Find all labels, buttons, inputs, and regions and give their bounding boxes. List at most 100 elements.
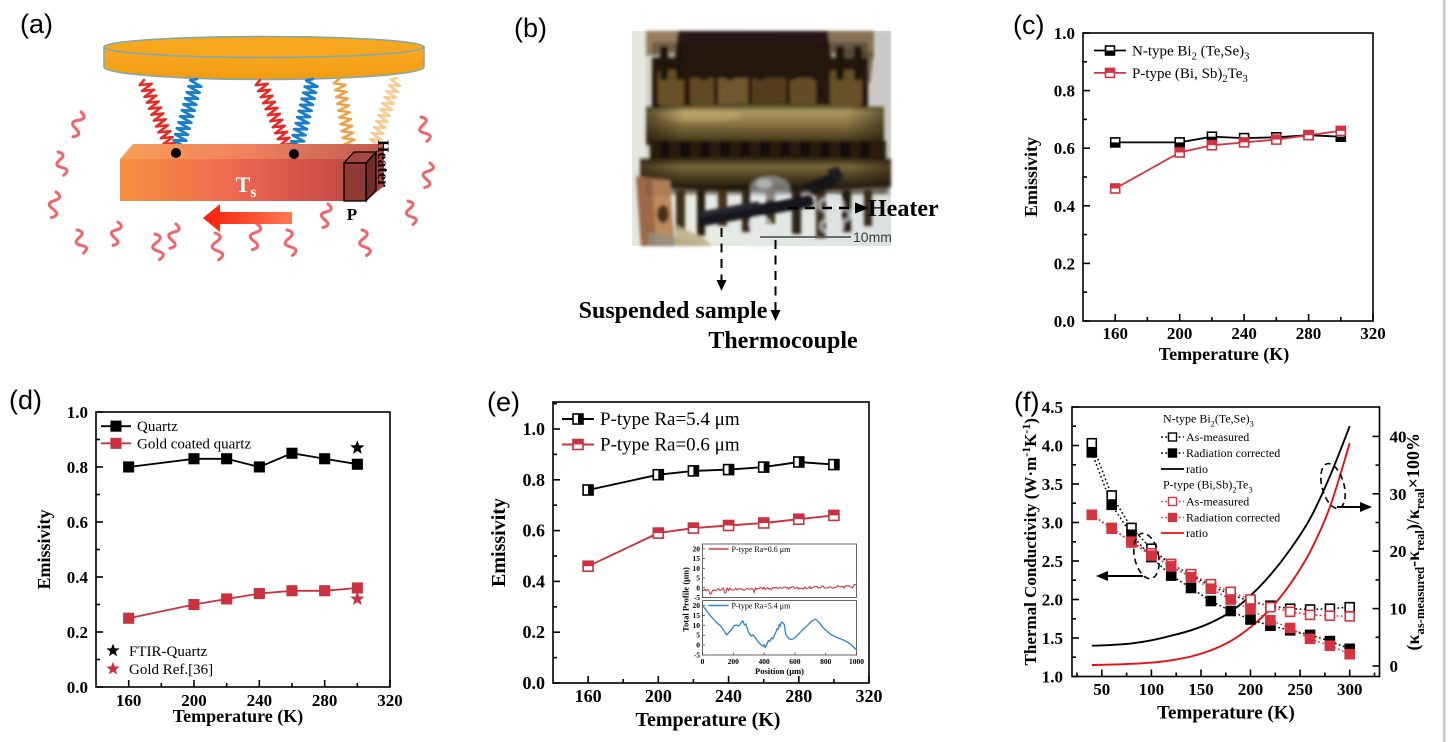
- svg-text:P-type Ra=5.4 μm: P-type Ra=5.4 μm: [732, 602, 792, 611]
- svg-text:Emissivity: Emissivity: [34, 509, 54, 589]
- svg-text:200: 200: [645, 686, 672, 706]
- svg-text:P-type Ra=0.6 μm: P-type Ra=0.6 μm: [600, 435, 740, 456]
- svg-text:0.2: 0.2: [523, 622, 546, 642]
- svg-text:200: 200: [1238, 680, 1264, 699]
- svg-text:Temperature (K): Temperature (K): [173, 706, 303, 727]
- svg-text:250: 250: [1287, 680, 1313, 699]
- svg-text:1.0: 1.0: [67, 403, 88, 422]
- svg-text:0.0: 0.0: [1054, 312, 1075, 331]
- svg-text:Temperature (K): Temperature (K): [1157, 703, 1295, 724]
- svg-text:0: 0: [1390, 657, 1399, 676]
- svg-text:Heater: Heater: [868, 196, 939, 222]
- svg-text:0.6: 0.6: [523, 521, 546, 541]
- svg-text:(a): (a): [20, 9, 53, 39]
- svg-text:150: 150: [1188, 680, 1214, 699]
- svg-text:P: P: [347, 205, 357, 224]
- svg-text:ratio: ratio: [1186, 462, 1208, 476]
- svg-text:Temperature (K): Temperature (K): [1159, 344, 1289, 365]
- svg-text:P-type (Bi,Sb)2Te3: P-type (Bi,Sb)2Te3: [1163, 478, 1253, 495]
- svg-text:320: 320: [856, 686, 883, 706]
- svg-text:40: 40: [1390, 427, 1407, 446]
- svg-text:FTIR-Quartz: FTIR-Quartz: [129, 644, 208, 660]
- svg-text:10: 10: [693, 621, 701, 630]
- svg-text:240: 240: [715, 686, 742, 706]
- svg-text:0.2: 0.2: [67, 623, 88, 642]
- svg-text:30: 30: [1390, 485, 1407, 504]
- svg-text:20: 20: [693, 601, 701, 610]
- svg-text:20: 20: [1390, 542, 1407, 561]
- svg-text:-5: -5: [694, 593, 700, 602]
- svg-text:300: 300: [1337, 680, 1363, 699]
- svg-text:Heater: Heater: [374, 140, 391, 187]
- svg-text:N-type Bi2 (Te,Se)3: N-type Bi2 (Te,Se)3: [1132, 44, 1249, 63]
- svg-text:0.8: 0.8: [1054, 82, 1075, 101]
- svg-text:1.5: 1.5: [1042, 629, 1063, 648]
- svg-text:P-type Ra=5.4 μm: P-type Ra=5.4 μm: [600, 409, 740, 430]
- svg-text:(e): (e): [487, 387, 520, 417]
- svg-text:0.0: 0.0: [523, 673, 546, 693]
- svg-text:Emissivity: Emissivity: [488, 498, 510, 587]
- svg-text:-5: -5: [694, 651, 700, 660]
- svg-text:(κas-measured-κreal)/κreal×100: (κas-measured-κreal)/κreal×100%: [1403, 433, 1427, 650]
- svg-text:Gold coated quartz: Gold coated quartz: [137, 436, 251, 452]
- svg-text:Gold Ref.[36]: Gold Ref.[36]: [129, 662, 213, 678]
- svg-text:Thermal Conductivity (W·m-1K-1: Thermal Conductivity (W·m-1K-1): [1019, 418, 1040, 665]
- svg-text:Temperature (K): Temperature (K): [636, 709, 781, 731]
- svg-text:280: 280: [1296, 324, 1322, 343]
- svg-text:0.4: 0.4: [1054, 197, 1076, 216]
- svg-text:(c): (c): [1013, 10, 1044, 40]
- svg-text:Suspended sample: Suspended sample: [579, 298, 768, 324]
- svg-text:160: 160: [116, 691, 142, 710]
- svg-text:10: 10: [693, 564, 701, 573]
- svg-text:15: 15: [693, 554, 701, 563]
- svg-text:3.0: 3.0: [1042, 514, 1063, 533]
- svg-text:0.4: 0.4: [523, 571, 546, 591]
- svg-text:5: 5: [696, 574, 700, 583]
- svg-text:320: 320: [377, 691, 403, 710]
- svg-text:4.5: 4.5: [1042, 398, 1063, 417]
- svg-text:5: 5: [696, 631, 700, 640]
- svg-text:160: 160: [575, 686, 602, 706]
- svg-text:1.0: 1.0: [523, 419, 546, 439]
- svg-text:0: 0: [701, 657, 705, 666]
- svg-text:0: 0: [696, 641, 700, 650]
- svg-text:(f): (f): [1014, 387, 1039, 417]
- svg-text:Total Profile (μm): Total Profile (μm): [681, 567, 691, 632]
- svg-text:15: 15: [693, 611, 701, 620]
- svg-text:280: 280: [785, 686, 812, 706]
- svg-text:0.6: 0.6: [1054, 139, 1075, 158]
- svg-text:As-measured: As-measured: [1186, 430, 1249, 444]
- svg-text:Quartz: Quartz: [137, 419, 178, 435]
- svg-text:0.6: 0.6: [67, 513, 88, 532]
- svg-text:10: 10: [1390, 600, 1407, 619]
- svg-text:100: 100: [1139, 680, 1165, 699]
- svg-text:200: 200: [181, 691, 207, 710]
- svg-text:Emissivity: Emissivity: [1021, 137, 1041, 217]
- svg-text:As-measured: As-measured: [1186, 495, 1249, 509]
- svg-text:Position (μm): Position (μm): [755, 666, 804, 676]
- svg-text:280: 280: [312, 691, 338, 710]
- svg-text:0: 0: [696, 583, 700, 592]
- svg-text:600: 600: [789, 657, 801, 666]
- svg-text:200: 200: [728, 657, 740, 666]
- svg-text:0.8: 0.8: [523, 470, 546, 490]
- svg-text:0.4: 0.4: [67, 568, 89, 587]
- svg-text:20: 20: [693, 544, 701, 553]
- svg-text:Thermocouple: Thermocouple: [708, 328, 858, 354]
- svg-text:10mm: 10mm: [853, 229, 892, 245]
- svg-text:400: 400: [758, 657, 770, 666]
- svg-text:2.0: 2.0: [1042, 591, 1063, 610]
- svg-text:(d): (d): [9, 385, 42, 415]
- svg-text:Radiation corrected: Radiation corrected: [1186, 446, 1280, 460]
- svg-text:2.5: 2.5: [1042, 552, 1063, 571]
- svg-text:Radiation corrected: Radiation corrected: [1186, 511, 1280, 525]
- svg-text:240: 240: [1231, 324, 1257, 343]
- svg-text:3.5: 3.5: [1042, 475, 1063, 494]
- svg-text:0.0: 0.0: [67, 678, 88, 697]
- svg-text:P-type Ra=0.6 μm: P-type Ra=0.6 μm: [732, 545, 792, 554]
- svg-text:(b): (b): [514, 13, 547, 43]
- svg-text:ratio: ratio: [1186, 526, 1208, 540]
- svg-text:N-type Bi2(Te,Se)3: N-type Bi2(Te,Se)3: [1163, 412, 1254, 429]
- svg-text:P-type (Bi, Sb)2Te3: P-type (Bi, Sb)2Te3: [1132, 66, 1248, 85]
- svg-text:200: 200: [1167, 324, 1193, 343]
